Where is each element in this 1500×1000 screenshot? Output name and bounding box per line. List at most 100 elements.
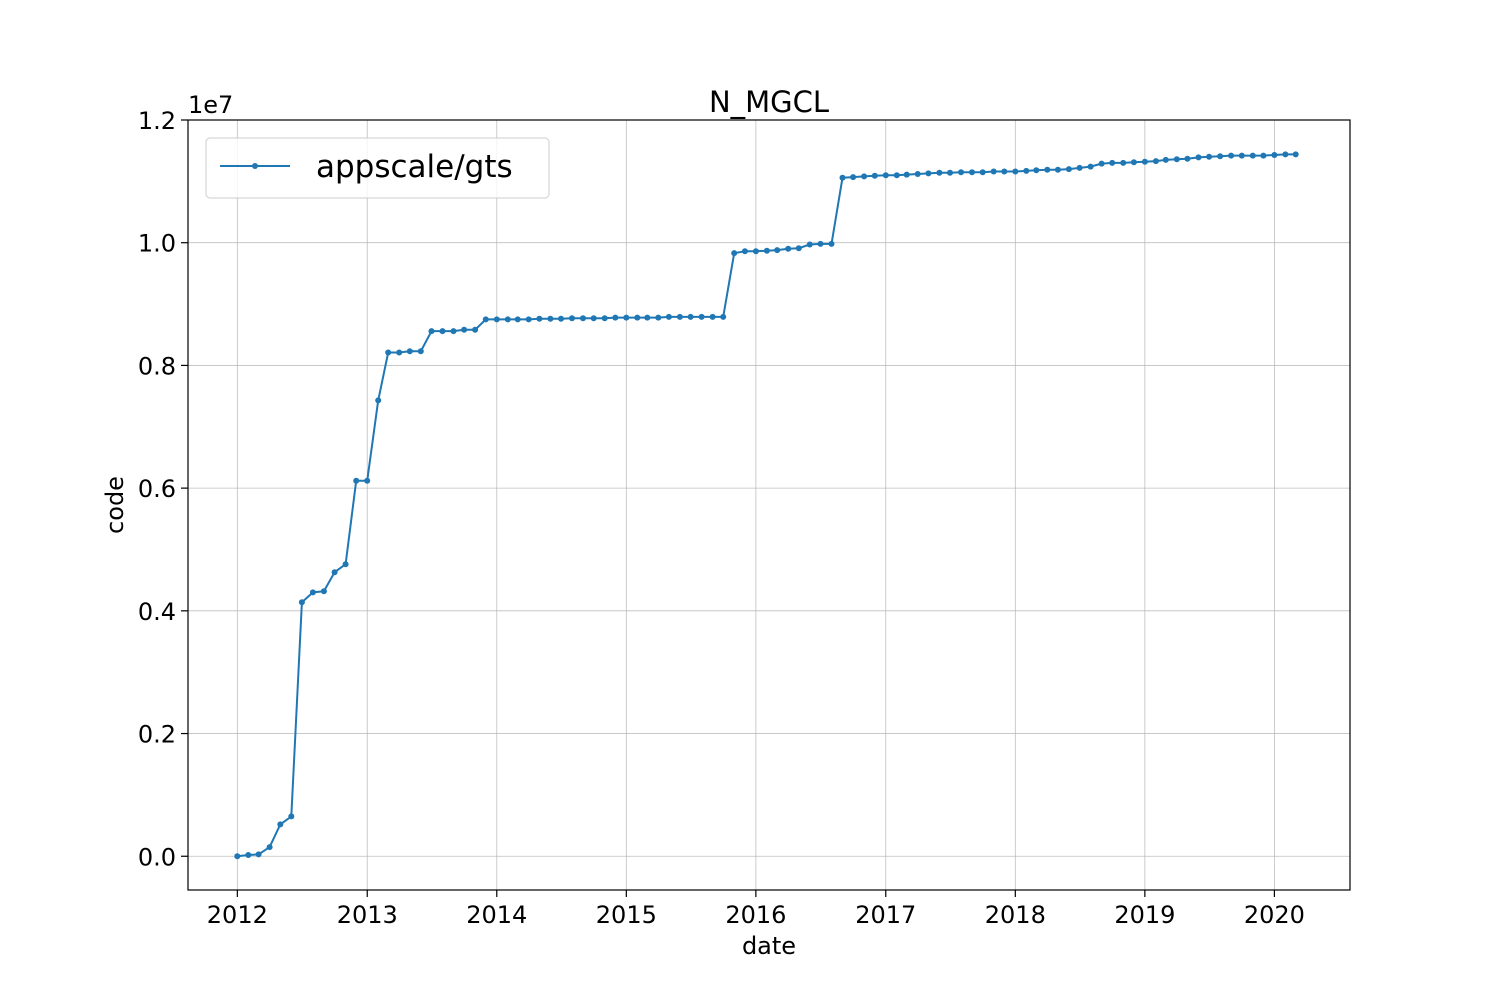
data-point xyxy=(958,169,964,176)
data-point xyxy=(990,168,997,175)
data-point xyxy=(795,245,802,252)
data-point xyxy=(472,326,479,333)
y-tick-label: 0.0 xyxy=(138,843,176,871)
y-offset-label: 1e7 xyxy=(188,91,233,119)
data-point xyxy=(569,315,575,322)
data-point xyxy=(655,314,662,321)
data-point xyxy=(676,313,683,320)
data-point xyxy=(763,247,770,254)
data-point xyxy=(234,853,241,860)
data-point xyxy=(1260,152,1267,159)
data-point xyxy=(590,315,597,322)
data-point xyxy=(785,245,792,252)
data-point xyxy=(255,851,262,858)
data-point xyxy=(947,169,953,176)
data-point xyxy=(1033,167,1040,174)
y-tick-label: 0.6 xyxy=(138,475,176,503)
data-point xyxy=(514,316,521,323)
data-point xyxy=(687,313,694,320)
data-point xyxy=(396,349,403,356)
data-point xyxy=(665,313,672,320)
x-axis-label: date xyxy=(742,932,796,960)
data-point xyxy=(1012,168,1019,175)
data-point xyxy=(1130,159,1137,166)
data-point xyxy=(525,316,532,323)
data-point xyxy=(882,172,889,179)
data-point xyxy=(806,241,813,248)
data-point xyxy=(353,477,360,484)
data-point xyxy=(861,173,868,180)
data-point xyxy=(720,313,727,320)
y-tick-label: 0.8 xyxy=(138,352,176,380)
data-point xyxy=(417,348,424,355)
data-point xyxy=(731,250,738,257)
data-point xyxy=(342,561,349,568)
data-point xyxy=(1292,151,1299,158)
data-point xyxy=(288,813,295,820)
x-tick-label: 2012 xyxy=(207,901,268,929)
plot-frame xyxy=(187,119,1351,891)
x-tick-label: 2020 xyxy=(1244,901,1305,929)
data-point xyxy=(1076,164,1083,171)
data-point xyxy=(493,316,500,323)
data-point xyxy=(1044,166,1051,173)
data-point xyxy=(277,821,284,828)
x-tick-label: 2017 xyxy=(855,901,916,929)
data-point xyxy=(536,315,543,322)
data-point xyxy=(1065,166,1072,173)
x-tick-label: 2014 xyxy=(466,901,527,929)
data-point xyxy=(580,315,586,322)
x-axis: 2012 2013 2014 2015 2016 2017 2018 2019 2020 xyxy=(207,890,1305,929)
data-point xyxy=(1087,163,1094,170)
data-point xyxy=(774,247,781,254)
data-point xyxy=(634,314,641,321)
data-point xyxy=(375,397,382,404)
data-point xyxy=(461,326,468,333)
data-point xyxy=(752,248,759,255)
legend-entry-label: appscale/gts xyxy=(316,149,513,185)
data-point xyxy=(1228,152,1235,159)
data-point xyxy=(828,240,835,247)
data-point xyxy=(1173,156,1180,163)
data-point xyxy=(1098,160,1105,167)
series-group xyxy=(234,151,1299,860)
data-point xyxy=(1184,155,1191,162)
y-axis-label: code xyxy=(101,476,129,534)
data-point xyxy=(969,169,975,176)
y-tick-label: 1.0 xyxy=(138,230,176,258)
data-point xyxy=(601,315,608,322)
data-point xyxy=(839,174,846,181)
data-point xyxy=(741,248,748,255)
data-point xyxy=(903,171,910,178)
y-axis: 0.0 0.2 0.4 0.6 0.8 1.0 1.2 xyxy=(138,107,188,871)
data-point xyxy=(406,348,413,355)
data-point xyxy=(936,169,943,176)
legend-box xyxy=(205,137,550,199)
data-point xyxy=(709,313,716,320)
y-tick-label: 1.2 xyxy=(138,107,176,135)
grid xyxy=(188,119,1350,890)
data-point xyxy=(850,174,857,181)
data-point xyxy=(644,314,651,321)
data-point xyxy=(623,314,630,321)
data-point xyxy=(558,315,564,322)
data-point xyxy=(1023,167,1030,174)
x-tick-label: 2018 xyxy=(985,901,1046,929)
data-point xyxy=(309,589,316,596)
data-point xyxy=(871,172,878,179)
data-point xyxy=(925,170,932,177)
data-point xyxy=(266,844,273,851)
data-point xyxy=(817,240,824,247)
data-point xyxy=(893,172,900,179)
data-point xyxy=(1249,152,1256,159)
data-point xyxy=(1152,158,1159,165)
x-tick-label: 2019 xyxy=(1114,901,1175,929)
data-point xyxy=(320,588,327,595)
data-point xyxy=(298,599,305,606)
data-point xyxy=(385,349,392,356)
data-point xyxy=(1109,159,1116,166)
data-point xyxy=(1195,154,1202,161)
data-point xyxy=(1001,168,1008,175)
data-point xyxy=(245,852,252,858)
